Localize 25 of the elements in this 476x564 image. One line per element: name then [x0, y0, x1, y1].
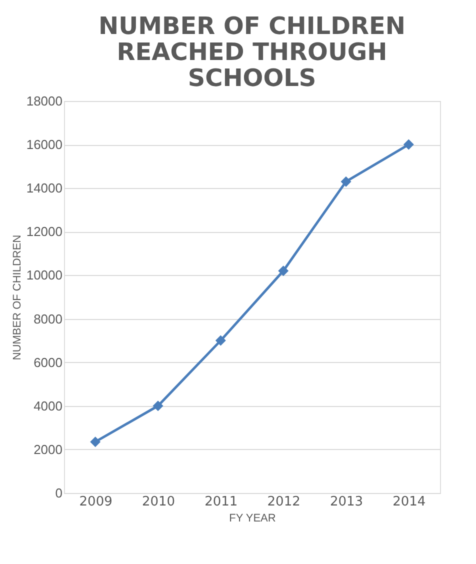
point — [403, 139, 414, 150]
point — [90, 436, 101, 448]
y-tick-label: 14000 — [26, 180, 62, 196]
y-tick-label: 18000 — [26, 94, 62, 108]
y-tick-label: 4000 — [34, 398, 62, 414]
point — [152, 400, 164, 412]
point — [215, 335, 226, 346]
x-axis-title: FY YEAR — [229, 512, 276, 524]
x-tick-label: 2013 — [330, 494, 364, 510]
x-tick-label: 2012 — [267, 494, 300, 510]
x-tick-label: 2011 — [204, 494, 238, 510]
y-tick-label: 16000 — [26, 137, 62, 152]
x-tick-label: 2009 — [79, 494, 112, 510]
x-tick-label: 2010 — [142, 494, 176, 510]
point — [340, 176, 352, 187]
y-axis-title: NUMBER OF CHILDREN — [11, 234, 24, 360]
y-tick-label: 6000 — [34, 354, 62, 370]
point — [278, 266, 289, 276]
x-tick-label: 2014 — [392, 494, 426, 510]
y-tick-label: 8000 — [34, 311, 62, 326]
chart-title: NUMBER OF CHILDREN REACHED THROUGH SCHOOLS — [98, 12, 406, 92]
y-tick-label: 12000 — [26, 224, 62, 240]
y-tick-label: 0 — [55, 486, 62, 500]
y-tick-label: 2000 — [34, 442, 62, 457]
y-tick-label: 10000 — [26, 268, 62, 283]
